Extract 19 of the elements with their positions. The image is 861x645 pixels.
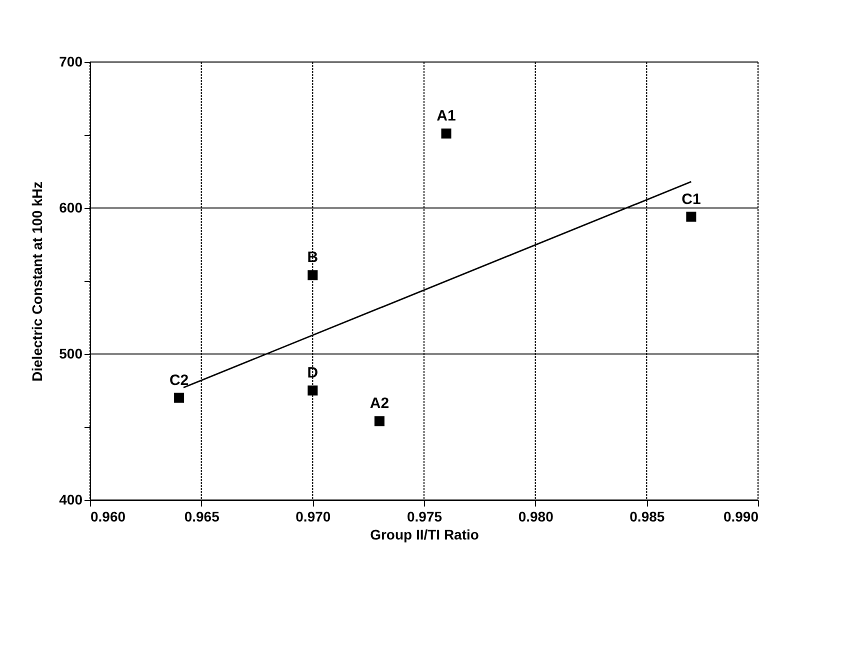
x-tick-label: 0.970 [296, 508, 331, 524]
annotation: D [307, 364, 318, 382]
y-tick-label: 600 [59, 200, 83, 216]
y-tick-label: 700 [59, 54, 83, 70]
x-axis-title: Group II/TI Ratio [370, 526, 479, 542]
x-tick-label: 0.975 [406, 508, 442, 524]
y-tick-label: 400 [59, 492, 83, 508]
y-axis-title: Dielectric Constant at 100 kHz [29, 182, 46, 382]
annotation: A2 [370, 395, 390, 412]
y-tick-label: 500 [59, 346, 83, 362]
x-tick-label: 0.980 [518, 508, 554, 524]
x-tick-label: 0.990 [723, 508, 759, 524]
annotation: C2 [169, 372, 189, 389]
annotation: B [307, 249, 318, 266]
x-tick-label: 0.965 [184, 508, 220, 524]
x-tick-label: 0.960 [90, 508, 126, 524]
annotation: A1 [436, 108, 456, 125]
x-tick-label: 0.985 [630, 508, 665, 524]
annotation: C1 [682, 190, 701, 208]
